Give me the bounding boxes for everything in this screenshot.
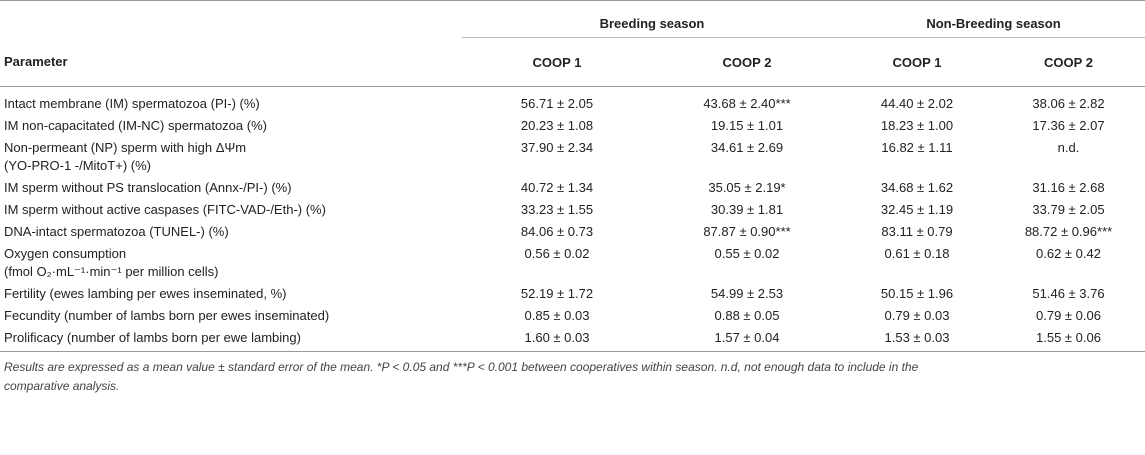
table-row: IM sperm without PS translocation (Annx-… (0, 177, 1145, 199)
table-row: Non-permeant (NP) sperm with high ΔΨm (YO… (0, 137, 1145, 177)
cell-breeding-coop2: 43.68 ± 2.40*** (703, 96, 791, 111)
table-row: IM non-capacitated (IM-NC) spermatozoa (… (0, 115, 1145, 137)
cell-breeding-coop1: 33.23 ± 1.55 (520, 202, 594, 217)
top-rule (0, 0, 1145, 9)
cell-breeding-coop1: 0.56 ± 0.02 (524, 246, 590, 261)
cell-nonbreeding-coop1: 34.68 ± 1.62 (880, 180, 954, 195)
cell-nonbreeding-coop1: 0.79 ± 0.03 (884, 308, 950, 323)
table-row: Fertility (ewes lambing per ewes insemin… (0, 283, 1145, 305)
cell-breeding-coop2: 0.88 ± 0.05 (714, 308, 780, 323)
group-header-breeding: Breeding season (462, 9, 842, 38)
cell-nonbreeding-coop1: 1.53 ± 0.03 (842, 327, 992, 352)
table-row: IM sperm without active caspases (FITC-V… (0, 199, 1145, 221)
column-header-nonbreeding-coop1: COOP 1 (842, 37, 992, 87)
column-header-nonbreeding-coop2: COOP 2 (992, 37, 1145, 87)
cell-nonbreeding-coop2: 88.72 ± 0.96*** (1024, 224, 1113, 239)
row-label: Intact membrane (IM) spermatozoa (PI-) (… (4, 96, 260, 111)
cell-nonbreeding-coop2: 51.46 ± 3.76 (1032, 286, 1105, 301)
cell-breeding-coop1: 84.06 ± 0.73 (520, 224, 594, 239)
cell-nonbreeding-coop2: 38.06 ± 2.82 (1032, 96, 1105, 111)
cell-breeding-coop2: 34.61 ± 2.69 (710, 140, 784, 155)
row-label: IM sperm without active caspases (FITC-V… (4, 202, 326, 217)
cell-nonbreeding-coop1: 32.45 ± 1.19 (880, 202, 954, 217)
group-header-non-breeding: Non-Breeding season (842, 9, 1145, 38)
cell-breeding-coop2: 19.15 ± 1.01 (710, 118, 784, 133)
row-label: IM non-capacitated (IM-NC) spermatozoa (… (4, 118, 267, 133)
column-header-breeding-coop1: COOP 1 (462, 37, 652, 87)
cell-breeding-coop2: 35.05 ± 2.19* (708, 180, 786, 195)
footnote-line1: Results are expressed as a mean value ± … (4, 360, 919, 374)
cell-breeding-coop1: 52.19 ± 1.72 (520, 286, 594, 301)
cell-nonbreeding-coop1: 16.82 ± 1.11 (881, 140, 953, 155)
cell-breeding-coop2: 30.39 ± 1.81 (710, 202, 784, 217)
cell-nonbreeding-coop1: 50.15 ± 1.96 (880, 286, 954, 301)
cell-nonbreeding-coop2: 33.79 ± 2.05 (1032, 202, 1105, 217)
row-label: Non-permeant (NP) sperm with high ΔΨm (YO… (0, 137, 462, 177)
table-footnote: Results are expressed as a mean value ± … (0, 352, 1145, 396)
cell-nonbreeding-coop2: 0.62 ± 0.42 (1036, 246, 1101, 261)
cell-breeding-coop1: 56.71 ± 2.05 (520, 96, 594, 111)
row-label: IM sperm without PS translocation (Annx-… (4, 180, 292, 195)
cell-nonbreeding-coop2: 1.55 ± 0.06 (992, 327, 1145, 352)
row-label: Fecundity (number of lambs born per ewes… (4, 308, 330, 323)
cell-nonbreeding-coop1: 44.40 ± 2.02 (880, 96, 954, 111)
row-label: DNA-intact spermatozoa (TUNEL-) (%) (4, 224, 229, 239)
cell-breeding-coop1: 0.85 ± 0.03 (524, 308, 590, 323)
cell-nonbreeding-coop2: 31.16 ± 2.68 (1032, 180, 1105, 195)
cell-breeding-coop2: 87.87 ± 0.90*** (703, 224, 791, 239)
cell-breeding-coop1: 20.23 ± 1.08 (520, 118, 594, 133)
cell-breeding-coop2: 1.57 ± 0.04 (652, 327, 842, 352)
cell-breeding-coop1: 37.90 ± 2.34 (520, 140, 594, 155)
row-label: Fertility (ewes lambing per ewes insemin… (4, 286, 287, 301)
cell-breeding-coop1: 1.60 ± 0.03 (462, 327, 652, 352)
cell-nonbreeding-coop2: 0.79 ± 0.06 (1036, 308, 1101, 323)
cell-nonbreeding-coop2: n.d. (1057, 140, 1080, 155)
row-label-line2: (YO-PRO-1 -/MitoT+) (%) (4, 158, 151, 173)
group-spacer (0, 9, 462, 38)
cell-nonbreeding-coop1: 18.23 ± 1.00 (880, 118, 954, 133)
table-row: Oxygen consumption (fmol O₂·mL⁻¹·min⁻¹ pe… (0, 243, 1145, 283)
cell-nonbreeding-coop1: 0.61 ± 0.18 (884, 246, 950, 261)
column-header-parameter: Parameter (0, 37, 462, 87)
footnote-line2: comparative analysis. (4, 379, 120, 393)
results-table: Breeding season Non-Breeding season Para… (0, 0, 1145, 352)
table-row: DNA-intact spermatozoa (TUNEL-) (%) 84.0… (0, 221, 1145, 243)
cell-breeding-coop2: 0.55 ± 0.02 (714, 246, 780, 261)
cell-nonbreeding-coop2: 17.36 ± 2.07 (1032, 118, 1105, 133)
row-label: Prolificacy (number of lambs born per ew… (0, 327, 462, 352)
table-row: Fecundity (number of lambs born per ewes… (0, 305, 1145, 327)
row-label: Oxygen consumption (fmol O₂·mL⁻¹·min⁻¹ pe… (0, 243, 462, 283)
cell-breeding-coop2: 54.99 ± 2.53 (710, 286, 784, 301)
table-row: Intact membrane (IM) spermatozoa (PI-) (… (0, 87, 1145, 116)
row-label-line1: Oxygen consumption (4, 246, 127, 261)
row-label-line1: Non-permeant (NP) sperm with high ΔΨm (4, 140, 247, 155)
table-row: Prolificacy (number of lambs born per ew… (0, 327, 1145, 352)
row-label-line2: (fmol O₂·mL⁻¹·min⁻¹ per million cells) (4, 264, 219, 279)
cell-breeding-coop1: 40.72 ± 1.34 (520, 180, 594, 195)
cell-nonbreeding-coop1: 83.11 ± 0.79 (881, 224, 953, 239)
column-header-breeding-coop2: COOP 2 (652, 37, 842, 87)
